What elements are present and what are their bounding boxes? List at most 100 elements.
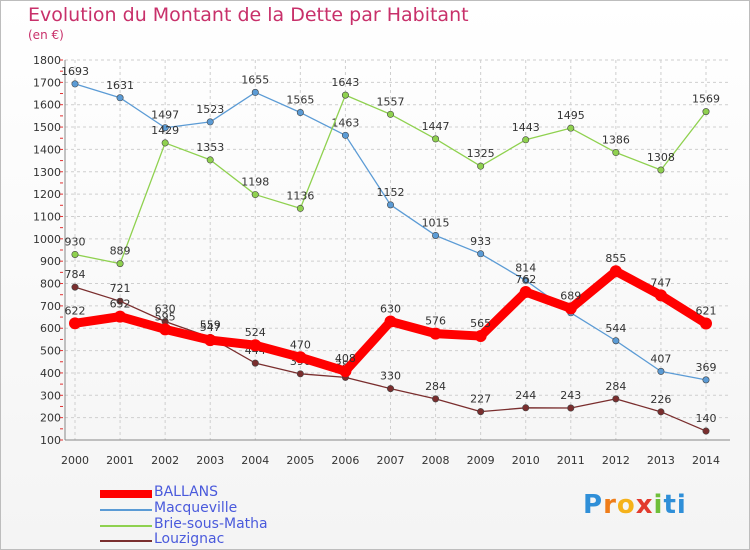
- data-label-brie-sous-matha: 1429: [151, 124, 179, 137]
- y-tick-label: 1200: [33, 188, 61, 201]
- data-point-brie-sous-matha: [612, 149, 620, 157]
- data-point-brie-sous-matha: [522, 136, 530, 144]
- data-point-louzignac: [116, 297, 124, 305]
- data-point-macqueville: [657, 367, 665, 375]
- data-label-ballans: 689: [560, 289, 581, 302]
- data-point-macqueville: [161, 124, 169, 132]
- data-point-macqueville: [296, 109, 304, 117]
- y-tick-label: 200: [40, 412, 61, 425]
- data-point-ballans: [204, 334, 217, 347]
- data-label-louzignac: 284: [605, 380, 626, 393]
- data-point-macqueville: [612, 337, 620, 345]
- data-point-brie-sous-matha: [567, 124, 575, 132]
- data-point-louzignac: [657, 408, 665, 416]
- data-label-louzignac: 226: [650, 393, 671, 406]
- data-point-ballans: [69, 317, 81, 330]
- y-tick-label: 300: [40, 389, 61, 402]
- data-label-macqueville: 1497: [151, 109, 179, 122]
- data-label-ballans: 470: [290, 338, 311, 351]
- data-label-macqueville: 544: [605, 322, 626, 335]
- data-point-brie-sous-matha: [161, 139, 169, 147]
- y-tick-label: 1500: [33, 121, 61, 134]
- data-point-brie-sous-matha: [251, 191, 259, 199]
- y-tick-label: 800: [40, 278, 61, 291]
- y-tick-label: 500: [40, 345, 61, 358]
- data-point-ballans: [474, 330, 487, 343]
- data-point-brie-sous-matha: [386, 110, 394, 118]
- data-label-ballans: 621: [696, 305, 717, 318]
- data-point-macqueville: [341, 131, 349, 139]
- data-label-brie-sous-matha: 1447: [422, 120, 450, 133]
- data-label-louzignac: 330: [380, 370, 401, 383]
- x-tick-label: 2000: [61, 454, 89, 467]
- data-point-brie-sous-matha: [341, 91, 349, 99]
- data-label-ballans: 576: [425, 315, 446, 328]
- x-tick-label: 2012: [602, 454, 630, 467]
- y-tick-label: 1400: [33, 143, 61, 156]
- data-label-louzignac: 243: [560, 389, 581, 402]
- data-point-macqueville: [432, 231, 440, 239]
- data-point-brie-sous-matha: [296, 204, 304, 212]
- data-label-brie-sous-matha: 1643: [331, 76, 359, 89]
- data-point-macqueville: [206, 118, 214, 126]
- data-point-ballans: [519, 286, 532, 299]
- data-label-brie-sous-matha: 1495: [557, 109, 585, 122]
- data-label-macqueville: 1565: [286, 94, 314, 107]
- data-label-brie-sous-matha: 1308: [647, 151, 675, 164]
- data-point-macqueville: [386, 201, 394, 209]
- data-label-brie-sous-matha: 1557: [377, 95, 405, 108]
- logo-letter: r: [603, 490, 617, 520]
- data-point-ballans: [249, 339, 262, 352]
- x-tick-label: 2005: [286, 454, 314, 467]
- logo-letter: i: [653, 490, 664, 520]
- y-tick-label: 1600: [33, 99, 61, 112]
- data-point-macqueville: [251, 88, 259, 96]
- data-label-louzignac: 227: [470, 393, 491, 406]
- y-tick-label: 100: [40, 434, 61, 447]
- data-point-louzignac: [251, 359, 259, 367]
- data-label-louzignac: 784: [65, 268, 86, 281]
- x-tick-label: 2007: [377, 454, 405, 467]
- x-tick-label: 2014: [692, 454, 720, 467]
- data-point-ballans: [159, 323, 172, 336]
- x-tick-label: 2010: [512, 454, 540, 467]
- data-label-louzignac: 721: [110, 282, 131, 295]
- logo-letter: P: [583, 490, 604, 520]
- x-tick-label: 2008: [422, 454, 450, 467]
- data-label-macqueville: 1693: [61, 65, 89, 78]
- legend-swatch-brie-sous-matha: [100, 525, 152, 527]
- data-point-brie-sous-matha: [477, 162, 485, 170]
- chart-subtitle: (en €): [28, 28, 64, 42]
- y-tick-label: 900: [40, 255, 61, 268]
- y-tick-label: 400: [40, 367, 61, 380]
- data-label-macqueville: 1152: [377, 186, 405, 199]
- data-label-ballans: 565: [470, 317, 491, 330]
- data-label-ballans: 855: [605, 252, 626, 265]
- legend-swatch-louzignac: [100, 540, 152, 542]
- legend-label-ballans: BALLANS: [154, 484, 219, 500]
- data-point-ballans: [384, 315, 397, 328]
- data-label-brie-sous-matha: 889: [110, 245, 131, 258]
- legend-swatch-macqueville: [100, 509, 152, 511]
- data-point-macqueville: [477, 250, 485, 258]
- data-label-brie-sous-matha: 1325: [467, 147, 495, 160]
- legend-swatch-ballans: [100, 490, 152, 498]
- data-label-macqueville: 1463: [331, 116, 359, 129]
- data-label-brie-sous-matha: 1386: [602, 134, 630, 147]
- y-tick-label: 1100: [33, 210, 61, 223]
- data-label-macqueville: 1523: [196, 103, 224, 116]
- data-point-macqueville: [71, 80, 79, 88]
- data-point-louzignac: [612, 395, 620, 403]
- data-label-ballans: 547: [200, 321, 221, 334]
- data-point-ballans: [339, 365, 352, 378]
- data-label-louzignac: 140: [696, 412, 717, 425]
- y-tick-label: 600: [40, 322, 61, 335]
- chart-title: Evolution du Montant de la Dette par Hab…: [28, 4, 469, 26]
- data-point-ballans: [114, 310, 127, 323]
- data-label-macqueville: 1655: [241, 73, 269, 86]
- data-point-louzignac: [296, 370, 304, 378]
- data-point-brie-sous-matha: [71, 250, 79, 258]
- data-label-brie-sous-matha: 930: [65, 235, 86, 248]
- data-label-brie-sous-matha: 1569: [692, 93, 720, 106]
- data-point-brie-sous-matha: [657, 166, 665, 174]
